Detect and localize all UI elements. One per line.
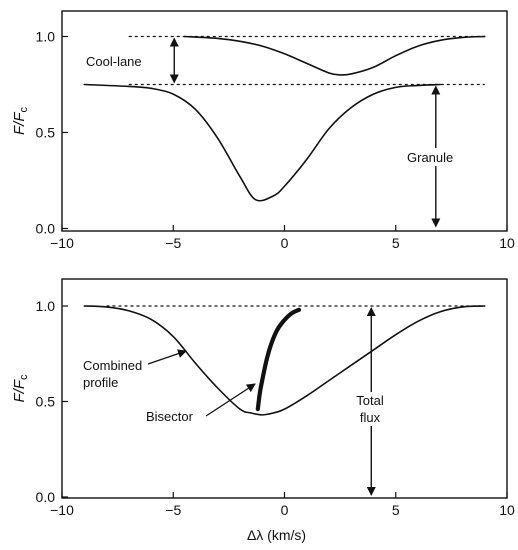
y-axis-label-subscript: c bbox=[18, 374, 30, 380]
combined-profile-arrow bbox=[147, 349, 187, 365]
combined-profile-label-line2: profile bbox=[83, 375, 118, 390]
cool-lane-profile-line bbox=[183, 35, 486, 76]
x-tick-label: −5 bbox=[165, 502, 181, 518]
y-axis-label-main: F/F bbox=[11, 112, 28, 135]
x-tick-label: 0 bbox=[281, 235, 289, 251]
combined-profile-line bbox=[83, 305, 486, 416]
y-tick-label: 0.0 bbox=[36, 489, 56, 505]
panel-top: −10 −5 0 5 10 0.0 0.5 1.0 F/Fc Cool-lane Granule bbox=[11, 10, 515, 251]
y-axis-label: F/Fc bbox=[11, 374, 30, 403]
total-flux-label-bg bbox=[351, 392, 389, 426]
bisector-arrow bbox=[205, 383, 256, 417]
y-tick-label: 1.0 bbox=[36, 29, 56, 45]
combined-profile-label-line1: Combined bbox=[83, 358, 142, 373]
granule-label-bg bbox=[404, 148, 462, 166]
y-tick-label: 0.0 bbox=[36, 221, 56, 237]
plot-frame bbox=[61, 10, 508, 232]
panel-bottom: −10 −5 0 5 10 0.0 0.5 1.0 F/Fc Δλ (km/s) Combined p… bbox=[11, 278, 515, 543]
y-tick-label: 0.5 bbox=[36, 125, 56, 141]
cool-lane-label: Cool-lane bbox=[86, 54, 142, 69]
bisector-line bbox=[255, 307, 302, 412]
total-flux-label-line2: flux bbox=[360, 410, 381, 425]
granule-label: Granule bbox=[407, 150, 453, 165]
x-tick-label: −10 bbox=[50, 502, 74, 518]
x-axis-label: Δλ (km/s) bbox=[247, 527, 306, 543]
x-tick-label: 5 bbox=[392, 235, 400, 251]
total-flux-label: Total flux bbox=[356, 393, 384, 425]
x-tick-label: 5 bbox=[392, 502, 400, 518]
y-tick-label: 0.5 bbox=[36, 394, 56, 410]
x-tick-label: 10 bbox=[499, 502, 515, 518]
bisector-label: Bisector bbox=[146, 409, 194, 424]
y-tick-label: 1.0 bbox=[36, 298, 56, 314]
x-tick-label: −5 bbox=[165, 235, 181, 251]
granule-profile-line bbox=[83, 83, 442, 202]
y-axis-label: F/Fc bbox=[11, 107, 30, 136]
combined-profile-label: Combined profile bbox=[83, 358, 142, 390]
y-axis-label-main: F/F bbox=[11, 379, 28, 402]
x-tick-label: −10 bbox=[50, 235, 74, 251]
x-tick-label: 10 bbox=[499, 235, 515, 251]
x-tick-label: 0 bbox=[281, 502, 289, 518]
y-axis-label-subscript: c bbox=[18, 107, 30, 113]
total-flux-label-line1: Total bbox=[356, 393, 384, 408]
